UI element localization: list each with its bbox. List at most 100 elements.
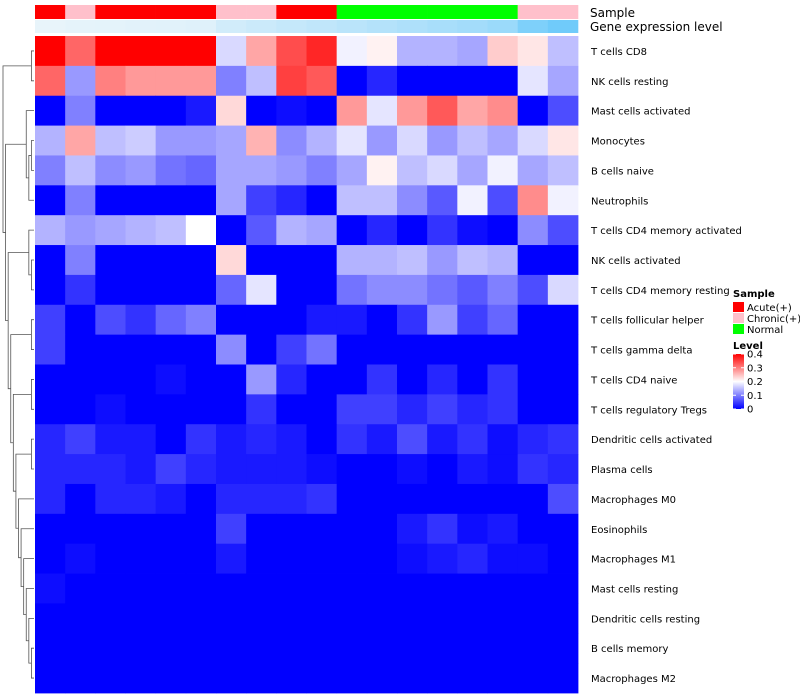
heatmap-cell [457,334,488,365]
heatmap-cell [95,125,126,156]
dendrogram-branch [7,252,29,390]
heatmap-cell [276,454,307,485]
heatmap-cell [276,364,307,395]
row-label: Mast cells activated [591,107,690,118]
heatmap-cell [427,573,458,604]
sample-annotation-cell [336,5,368,19]
heatmap-cell [336,185,368,216]
heatmap-cell [517,334,549,365]
heatmap-cell [397,513,428,545]
heatmap-cell [547,603,579,634]
dendrogram-branch [5,143,27,322]
heatmap-cell [336,454,368,485]
heatmap-cell [65,245,96,276]
heatmap-cell [366,424,398,455]
heatmap-cell [276,125,307,156]
dendrogram-branch [31,319,34,350]
heatmap-cell [517,274,549,306]
heatmap-cell [95,65,126,97]
heatmap-cell [366,513,398,545]
heatmap-cell [517,633,549,664]
heatmap-cell [547,304,579,336]
heatmap-cell [547,274,579,306]
dendrogram-branch [10,334,32,444]
heatmap-cell [276,36,307,67]
heatmap-cell [246,394,277,425]
heatmap-cell [336,513,368,545]
heatmap-cell [276,603,307,634]
heatmap-cell [517,245,549,276]
heatmap-cell [246,36,277,67]
heatmap-cell [457,483,488,515]
heatmap-cell [246,334,277,365]
heatmap-cell [216,394,247,425]
heatmap-cell [155,65,187,97]
heatmap-cell [95,603,126,634]
sample-annotation-cell [366,5,398,19]
sample-annotation-cell [397,5,428,19]
heatmap-cell [427,633,458,664]
heatmap-cell [366,95,398,126]
heatmap-cell [155,573,187,604]
heatmap-cell [246,155,277,186]
heatmap-cell [487,603,519,634]
row-label: Dendritic cells resting [591,614,700,625]
heatmap-cell [95,304,126,336]
heatmap-cell [216,633,247,664]
heatmap-cell [457,663,488,694]
heatmap-cell [517,65,549,97]
heatmap-cell [246,513,277,545]
heatmap-cell [216,543,247,574]
heatmap-cell [397,663,428,694]
heatmap-cell [336,65,368,97]
heatmap-cell [457,245,488,276]
heatmap-cell [155,215,187,246]
row-label: Monocytes [591,137,645,148]
row-label: B cells naive [591,166,654,177]
heatmap-cell [397,633,428,664]
heatmap-cell [397,364,428,395]
heatmap-cell [35,155,66,186]
heatmap-cell [276,663,307,694]
gene-expression-annotation-bar [35,20,579,33]
legend-sample: Sample Acute(+) Chronic(+) Normal [733,289,800,336]
dendrogram-branch [25,110,34,179]
heatmap-cell [35,95,66,126]
heatmap-cell [185,155,217,186]
gene-expression-annotation-cell [306,20,337,33]
heatmap-cell [276,334,307,365]
heatmap-cell [336,155,368,186]
heatmap-cell [35,185,66,216]
heatmap-cell [185,185,217,216]
heatmap-cell [216,65,247,97]
heatmap-cell [366,274,398,306]
heatmap-cell [457,185,488,216]
heatmap-cell [306,573,338,604]
heatmap-cell [155,483,187,515]
heatmap-cell [336,215,368,246]
heatmap-cell [246,663,277,694]
heatmap-cell [185,304,217,336]
heatmap-cell [246,454,277,485]
heatmap-cell [125,65,157,97]
heatmap-cell [65,274,96,306]
heatmap-cell [246,95,277,126]
legend-label-chronic: Chronic(+) [747,314,800,325]
heatmap-cell [517,185,549,216]
heatmap-cell [35,394,66,425]
heatmap-cell [427,125,458,156]
heatmap-cell [517,394,549,425]
row-label: Eosinophils [591,525,647,536]
heatmap-cell [336,603,368,634]
heatmap-cell [276,65,307,97]
heatmap-cell [457,155,488,186]
heatmap-cell [35,513,66,545]
heatmap-cell [547,36,579,67]
legend-level-tick-label: 0.1 [747,391,763,402]
heatmap-cell [457,543,488,574]
sample-annotation-cell [155,5,187,19]
heatmap-cell [246,304,277,336]
heatmap-cell [427,185,458,216]
sample-annotation-cell [185,5,217,19]
